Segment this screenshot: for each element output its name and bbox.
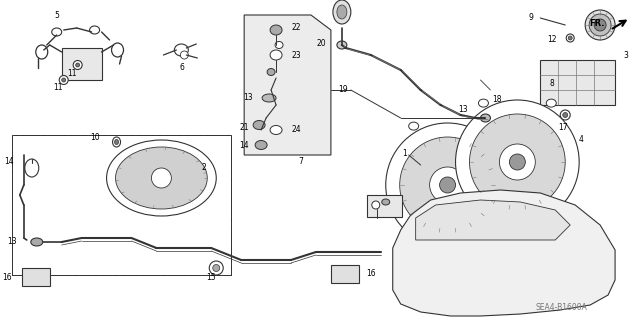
Text: SEA4-B1600A: SEA4-B1600A [535,303,587,313]
Ellipse shape [479,217,488,225]
Ellipse shape [337,5,347,19]
Ellipse shape [90,26,100,34]
Ellipse shape [563,113,568,117]
Ellipse shape [400,137,495,233]
Text: 21: 21 [239,123,249,132]
Text: 14: 14 [4,158,14,167]
Text: 16: 16 [2,273,12,283]
Ellipse shape [115,139,118,145]
Bar [61,48,102,80]
Bar [22,268,50,286]
Text: 2: 2 [202,164,206,173]
Text: 3: 3 [623,50,628,60]
Bar [331,265,359,283]
Ellipse shape [60,76,68,85]
Ellipse shape [337,41,347,49]
Ellipse shape [386,123,509,247]
Ellipse shape [36,45,48,59]
Ellipse shape [499,144,535,180]
Ellipse shape [381,199,390,205]
Ellipse shape [31,238,43,246]
Ellipse shape [440,177,456,193]
Ellipse shape [262,94,276,102]
Ellipse shape [52,28,61,36]
Text: 10: 10 [90,133,100,143]
Text: 1: 1 [403,149,408,158]
Ellipse shape [152,168,172,188]
Ellipse shape [409,240,419,248]
Text: 20: 20 [316,39,326,48]
Ellipse shape [275,41,283,48]
Ellipse shape [477,240,486,248]
Ellipse shape [456,100,579,224]
Ellipse shape [560,110,570,120]
Ellipse shape [479,99,488,107]
Ellipse shape [547,99,556,107]
Ellipse shape [73,61,82,70]
Text: FR.: FR. [589,19,605,28]
Text: 24: 24 [291,125,301,135]
Ellipse shape [566,34,574,42]
Ellipse shape [116,147,207,209]
Ellipse shape [594,19,606,31]
Ellipse shape [429,167,465,203]
Ellipse shape [180,51,188,59]
Polygon shape [393,190,615,316]
Ellipse shape [481,114,490,122]
Ellipse shape [212,264,220,271]
Ellipse shape [76,63,79,67]
Text: 7: 7 [298,158,303,167]
Ellipse shape [270,50,282,60]
Text: 6: 6 [179,63,184,72]
Ellipse shape [267,69,275,76]
Text: 13: 13 [458,106,467,115]
Ellipse shape [113,137,120,147]
Bar [367,195,402,217]
Ellipse shape [270,25,282,35]
Ellipse shape [253,121,265,130]
Text: 16: 16 [366,270,376,278]
Ellipse shape [509,154,525,170]
Text: 9: 9 [529,13,533,23]
Ellipse shape [409,122,419,130]
Text: 12: 12 [547,35,556,44]
Text: 14: 14 [239,140,249,150]
Text: 4: 4 [578,136,583,145]
Ellipse shape [255,140,267,150]
Ellipse shape [585,10,615,40]
Ellipse shape [547,217,556,225]
Ellipse shape [25,159,39,177]
Text: 11: 11 [53,84,63,93]
Text: 15: 15 [206,273,216,283]
Ellipse shape [568,36,572,40]
Ellipse shape [470,114,565,210]
Bar [12,135,231,275]
Ellipse shape [477,122,486,130]
Ellipse shape [372,201,380,209]
Polygon shape [244,15,331,155]
Ellipse shape [589,14,611,36]
Ellipse shape [174,44,188,56]
Text: 19: 19 [338,85,348,94]
Text: 13: 13 [7,238,17,247]
Bar [12,135,231,275]
Ellipse shape [107,140,216,216]
Bar [540,60,615,105]
Text: 5: 5 [54,11,60,20]
Text: 11: 11 [67,69,76,78]
Text: 13: 13 [243,93,253,101]
Ellipse shape [61,78,66,82]
Text: 22: 22 [291,24,301,33]
Ellipse shape [333,0,351,24]
Ellipse shape [209,261,223,275]
Ellipse shape [270,125,282,135]
Text: 8: 8 [549,78,554,87]
Text: 18: 18 [492,95,502,105]
Ellipse shape [111,43,124,57]
Text: 23: 23 [291,50,301,60]
Text: 17: 17 [558,123,568,132]
Polygon shape [415,200,570,240]
